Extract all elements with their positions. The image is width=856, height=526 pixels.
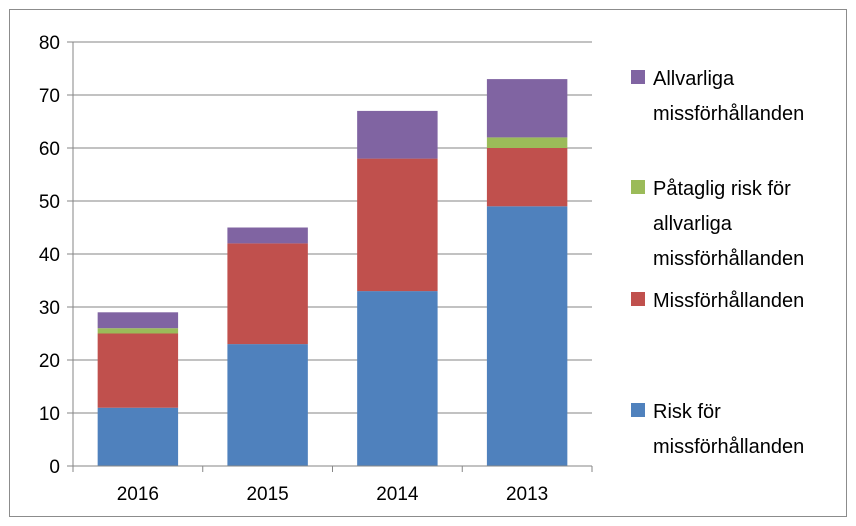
bar-segment	[227, 344, 308, 466]
bar-segment	[97, 328, 179, 334]
legend: Allvarliga missförhållanden Påtaglig risk …	[631, 68, 804, 458]
y-tick-label: 0	[49, 457, 60, 478]
legend-label: allvarliga	[653, 213, 733, 235]
y-tick-label: 40	[39, 245, 60, 266]
bar-segment	[486, 206, 568, 467]
legend-label: Risk för	[653, 401, 721, 423]
legend-label: missförhållanden	[653, 436, 804, 458]
x-tick-label: 2013	[506, 484, 548, 505]
axes	[67, 41, 593, 472]
bar-segment	[486, 79, 568, 138]
y-tick-label: 50	[39, 192, 60, 213]
legend-label: Påtaglig risk för	[653, 178, 791, 200]
y-tick-label: 70	[39, 86, 60, 107]
y-tick-label: 10	[39, 404, 60, 425]
x-tick-label: 2015	[246, 484, 288, 505]
bar-segment	[486, 148, 568, 207]
bar-segment	[357, 291, 438, 466]
y-tick-label: 80	[39, 33, 60, 54]
legend-swatch	[631, 180, 645, 194]
legend-label: missförhållanden	[653, 103, 804, 125]
bars	[97, 79, 568, 467]
bar-segment	[357, 158, 438, 292]
x-tick-label: 2016	[117, 484, 159, 505]
legend-swatch	[631, 403, 645, 417]
bar-segment	[486, 137, 568, 148]
legend-label: Missförhållanden	[653, 290, 804, 312]
legend-swatch	[631, 292, 645, 306]
y-tick-labels: 0 10 20 30 40 50 60 70 80	[39, 33, 60, 478]
bar-segment	[227, 243, 308, 345]
x-tick-label: 2014	[376, 484, 419, 505]
y-tick-label: 30	[39, 298, 60, 319]
legend-label: missförhållanden	[653, 248, 804, 270]
y-tick-label: 60	[39, 139, 60, 160]
y-tick-label: 20	[39, 351, 60, 372]
bar-segment	[97, 407, 179, 466]
bar-segment	[97, 333, 179, 408]
bar-segment	[227, 227, 308, 244]
legend-label: Allvarliga	[653, 68, 735, 90]
x-tick-labels: 2016 2015 2014 2013	[117, 484, 549, 505]
bar-segment	[97, 312, 179, 329]
bar-segment	[357, 110, 438, 159]
legend-swatch	[631, 70, 645, 84]
